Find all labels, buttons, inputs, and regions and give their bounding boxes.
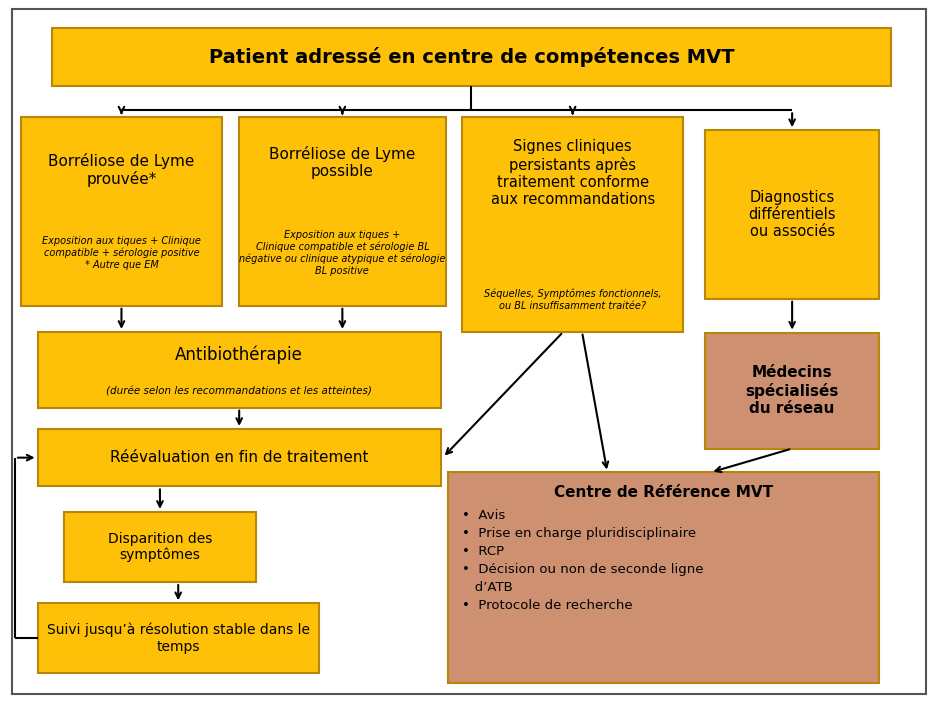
Text: (durée selon les recommandations et les atteintes): (durée selon les recommandations et les … bbox=[106, 386, 372, 396]
Text: Disparition des
symptômes: Disparition des symptômes bbox=[108, 531, 212, 562]
Text: •  Avis
•  Prise en charge pluridisciplinaire
•  RCP
•  Décision ou non de secon: • Avis • Prise en charge pluridisciplina… bbox=[462, 509, 704, 612]
FancyBboxPatch shape bbox=[52, 28, 891, 86]
Text: Borréliose de Lyme
possible: Borréliose de Lyme possible bbox=[269, 146, 416, 179]
FancyBboxPatch shape bbox=[705, 130, 879, 299]
FancyBboxPatch shape bbox=[64, 512, 256, 582]
Text: Réévaluation en fin de traitement: Réévaluation en fin de traitement bbox=[110, 450, 369, 465]
Text: Diagnostics
différentiels
ou associés: Diagnostics différentiels ou associés bbox=[749, 190, 836, 239]
FancyBboxPatch shape bbox=[38, 332, 441, 408]
FancyBboxPatch shape bbox=[705, 333, 879, 449]
FancyBboxPatch shape bbox=[462, 117, 683, 332]
FancyBboxPatch shape bbox=[38, 429, 441, 486]
Text: Exposition aux tiques +
Clinique compatible et sérologie BL
négative ou clinique: Exposition aux tiques + Clinique compati… bbox=[239, 230, 446, 276]
FancyBboxPatch shape bbox=[21, 117, 222, 306]
Text: Médecins
spécialisés
du réseau: Médecins spécialisés du réseau bbox=[746, 365, 839, 416]
Text: Centre de Référence MVT: Centre de Référence MVT bbox=[554, 485, 773, 500]
Text: Séquelles, Symptômes fonctionnels,
ou BL insuffisamment traitée?: Séquelles, Symptômes fonctionnels, ou BL… bbox=[484, 289, 661, 311]
Text: Antibiothérapie: Antibiothérapie bbox=[175, 345, 303, 364]
FancyBboxPatch shape bbox=[38, 603, 319, 673]
Text: Exposition aux tiques + Clinique
compatible + sérologie positive
* Autre que EM: Exposition aux tiques + Clinique compati… bbox=[42, 236, 201, 270]
FancyBboxPatch shape bbox=[239, 117, 446, 306]
Text: Signes cliniques
persistants après
traitement conforme
aux recommandations: Signes cliniques persistants après trait… bbox=[491, 139, 655, 207]
Text: Borréliose de Lyme
prouvée*: Borréliose de Lyme prouvée* bbox=[48, 153, 195, 188]
Text: Suivi jusqu’à résolution stable dans le
temps: Suivi jusqu’à résolution stable dans le … bbox=[47, 623, 310, 654]
FancyBboxPatch shape bbox=[448, 472, 879, 683]
Text: Patient adressé en centre de compétences MVT: Patient adressé en centre de compétences… bbox=[208, 47, 734, 67]
